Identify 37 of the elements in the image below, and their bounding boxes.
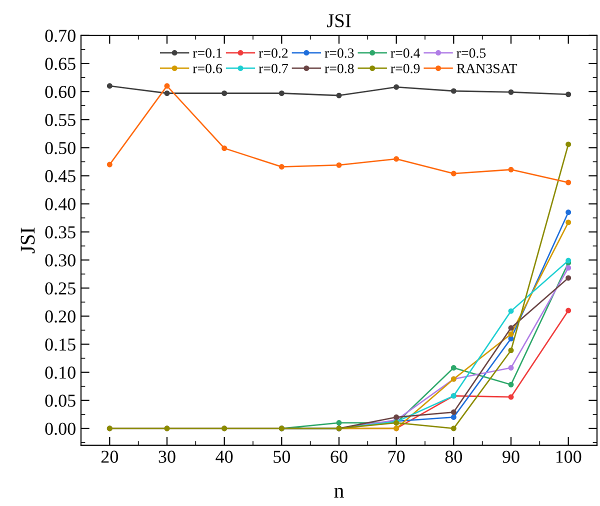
legend-label: r=0.5 bbox=[456, 48, 486, 58]
y-tick-label: 0.35 bbox=[45, 226, 76, 238]
legend-label: r=0.6 bbox=[192, 64, 222, 74]
y-tick-label: 0.50 bbox=[45, 142, 76, 154]
y-tick-label: 0.45 bbox=[45, 170, 76, 182]
x-tick-label: 90 bbox=[502, 450, 520, 463]
legend-label: r=0.1 bbox=[192, 48, 222, 58]
y-tick-label: 0.15 bbox=[45, 338, 76, 351]
y-tick-label: 0.25 bbox=[45, 282, 76, 295]
legend-label: r=0.4 bbox=[390, 48, 420, 58]
y-tick-label: 0.70 bbox=[45, 30, 76, 42]
x-tick-label: 30 bbox=[158, 450, 176, 463]
x-tick-label: 60 bbox=[330, 450, 348, 463]
y-tick-label: 0.40 bbox=[45, 198, 76, 210]
x-tick-label: 100 bbox=[556, 450, 582, 463]
y-tick-label: 0.65 bbox=[45, 58, 76, 70]
x-tick-label: 50 bbox=[274, 450, 290, 463]
x-axis-title: n bbox=[334, 488, 344, 498]
legend-label: r=0.8 bbox=[324, 64, 354, 74]
legend-label: RAN3SAT bbox=[456, 64, 518, 74]
x-tick-label: 20 bbox=[101, 450, 118, 463]
y-tick-label: 0.10 bbox=[45, 366, 76, 379]
x-tick-label: 70 bbox=[388, 450, 405, 463]
y-axis-title: JSI bbox=[20, 228, 35, 254]
y-tick-label: 0.05 bbox=[45, 394, 76, 407]
y-tick-label: 0.55 bbox=[45, 114, 76, 126]
legend-label: r=0.2 bbox=[258, 48, 288, 58]
y-tick-label: 0.00 bbox=[45, 422, 76, 435]
legend-label: r=0.9 bbox=[390, 64, 420, 74]
y-tick-label: 0.20 bbox=[45, 310, 76, 323]
x-tick-label: 80 bbox=[445, 450, 462, 463]
x-tick-label: 40 bbox=[216, 450, 233, 463]
chart-title: JSI bbox=[326, 14, 351, 28]
y-tick-label: 0.60 bbox=[45, 86, 76, 98]
legend-label: r=0.7 bbox=[258, 64, 288, 74]
legend-label: r=0.3 bbox=[324, 48, 354, 58]
y-tick-label: 0.30 bbox=[45, 254, 76, 267]
